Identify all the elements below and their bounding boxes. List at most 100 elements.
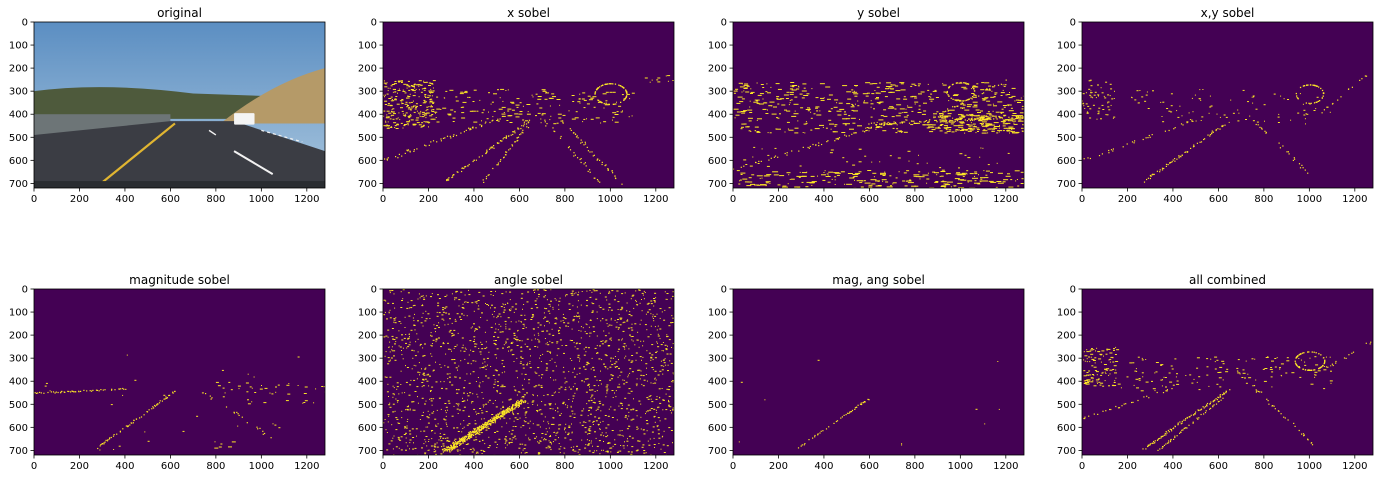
axes-frame [732, 21, 1025, 189]
y-tick-label: 200 [1057, 64, 1076, 75]
x-tick-label: 400 [115, 194, 134, 205]
y-tick-label: 700 [358, 446, 377, 457]
y-tick-label: 700 [9, 446, 28, 457]
y-tick-label: 700 [1057, 179, 1076, 190]
x-tick-label: 600 [161, 194, 180, 205]
y-tick-label: 300 [708, 87, 727, 98]
y-tick-label: 100 [1057, 308, 1076, 319]
axes-frame [1081, 21, 1374, 189]
y-tick-label: 0 [721, 18, 727, 29]
x-tick-label: 0 [730, 461, 736, 472]
x-tick-label: 1000 [1297, 194, 1322, 205]
x-tick-label: 0 [380, 461, 386, 472]
subplot-title: angle sobel [494, 273, 563, 287]
y-tick-label: 300 [1057, 354, 1076, 365]
x-tick-label: 600 [510, 194, 529, 205]
x-tick-label: 200 [1118, 461, 1137, 472]
y-tick-label: 600 [1057, 423, 1076, 434]
axes-frame [382, 21, 675, 189]
y-tick-label: 500 [9, 133, 28, 144]
x-tick-label: 400 [464, 194, 483, 205]
axes-frame [1081, 288, 1374, 456]
x-tick-label: 1200 [294, 194, 319, 205]
y-tick-label: 700 [9, 179, 28, 190]
x-tick-label: 1000 [598, 461, 623, 472]
axes-frame [732, 288, 1025, 456]
x-tick-label: 400 [814, 461, 833, 472]
y-tick-label: 0 [721, 285, 727, 296]
y-tick-label: 600 [708, 156, 727, 167]
y-tick-label: 400 [9, 377, 28, 388]
y-tick-label: 100 [708, 308, 727, 319]
y-tick-label: 300 [1057, 87, 1076, 98]
x-tick-label: 0 [730, 194, 736, 205]
x-tick-label: 200 [419, 194, 438, 205]
y-tick-label: 500 [708, 133, 727, 144]
subplot-title: mag, ang sobel [832, 273, 925, 287]
y-tick-label: 400 [708, 377, 727, 388]
y-tick-label: 300 [358, 87, 377, 98]
x-tick-label: 400 [115, 461, 134, 472]
x-tick-label: 0 [31, 461, 37, 472]
y-tick-label: 0 [371, 18, 377, 29]
x-tick-label: 600 [1209, 194, 1228, 205]
y-tick-label: 400 [358, 377, 377, 388]
y-tick-label: 100 [708, 41, 727, 52]
y-tick-label: 700 [708, 446, 727, 457]
y-tick-label: 300 [9, 87, 28, 98]
x-tick-label: 1200 [993, 194, 1018, 205]
x-tick-label: 800 [206, 194, 225, 205]
y-tick-label: 600 [1057, 156, 1076, 167]
y-tick-label: 200 [708, 64, 727, 75]
x-tick-label: 1000 [249, 461, 274, 472]
y-tick-label: 600 [358, 423, 377, 434]
x-tick-label: 600 [161, 461, 180, 472]
subplot-3: y sobel 0 200 400 600 800 1000 1200 0 100 200 300 40… [708, 6, 1025, 205]
x-tick-label: 200 [769, 194, 788, 205]
x-tick-label: 600 [510, 461, 529, 472]
x-tick-label: 1000 [598, 194, 623, 205]
y-tick-label: 100 [1057, 41, 1076, 52]
y-tick-label: 200 [358, 331, 377, 342]
subplot-4: x,y sobel 0 200 400 600 800 1000 1200 0 100 200 300… [1057, 6, 1374, 205]
y-tick-label: 600 [9, 423, 28, 434]
axes-frame [33, 288, 326, 456]
y-tick-label: 300 [358, 354, 377, 365]
x-tick-label: 0 [31, 194, 37, 205]
subplot-6: angle sobel 0 200 400 600 800 1000 1200 0 100 200 3… [358, 273, 675, 472]
x-tick-label: 1200 [294, 461, 319, 472]
y-tick-label: 400 [9, 110, 28, 121]
binary-mask-image [733, 289, 1024, 455]
x-tick-label: 0 [380, 194, 386, 205]
x-tick-label: 800 [555, 194, 574, 205]
subplot-title: all combined [1189, 273, 1266, 287]
x-tick-label: 400 [1163, 461, 1182, 472]
x-tick-label: 800 [1254, 194, 1273, 205]
subplot-title: magnitude sobel [129, 273, 230, 287]
y-tick-label: 600 [708, 423, 727, 434]
x-tick-label: 0 [1079, 461, 1085, 472]
x-tick-label: 1000 [249, 194, 274, 205]
y-tick-label: 0 [371, 285, 377, 296]
subplot-1: original 0 200 400 600 800 1000 1200 0 100 200 300 4… [9, 6, 326, 205]
subplot-2: x sobel 0 200 400 600 800 1000 1200 0 100 200 300 40… [358, 6, 675, 205]
x-tick-label: 400 [814, 194, 833, 205]
subplot-7: mag, ang sobel 0 200 400 600 800 1000 1200 0 100 2… [708, 273, 1025, 472]
x-tick-label: 1200 [1342, 194, 1367, 205]
x-tick-label: 1000 [1297, 461, 1322, 472]
y-tick-label: 200 [708, 331, 727, 342]
y-tick-label: 100 [9, 41, 28, 52]
y-tick-label: 400 [1057, 110, 1076, 121]
x-tick-label: 1200 [993, 461, 1018, 472]
x-tick-label: 800 [905, 194, 924, 205]
y-tick-label: 400 [358, 110, 377, 121]
x-tick-label: 1000 [948, 461, 973, 472]
binary-mask-image [34, 289, 325, 455]
y-tick-label: 200 [9, 331, 28, 342]
subplot-5: magnitude sobel 0 200 400 600 800 1000 1200 0 100… [9, 273, 326, 472]
x-tick-label: 400 [464, 461, 483, 472]
subplot-title: original [157, 6, 202, 20]
y-tick-label: 100 [358, 308, 377, 319]
